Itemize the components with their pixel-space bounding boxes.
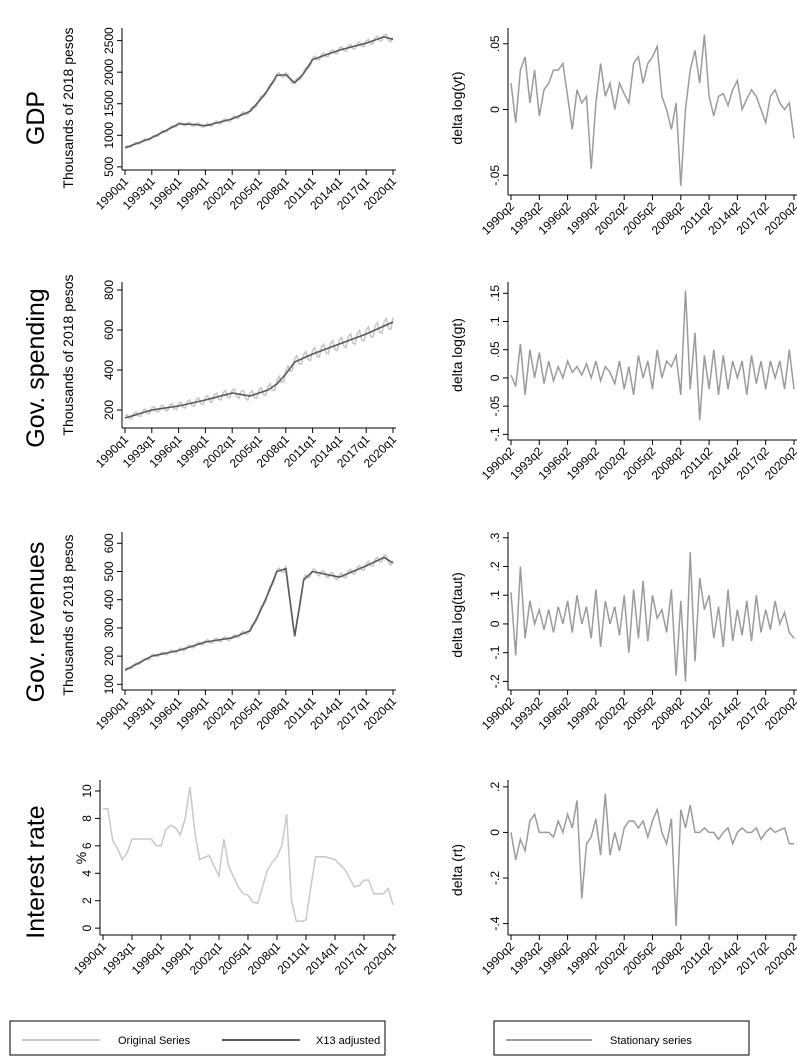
chart-panels: 50010001500200025001990q11993q11996q1199… <box>71 27 797 977</box>
y-tick-label: .2 <box>488 782 502 792</box>
y-tick-label: .05 <box>488 35 502 52</box>
y-tick-label: -.2 <box>488 674 502 688</box>
y-tick-label: 2000 <box>102 59 116 86</box>
row-title-interest-rate: Interest rate <box>22 805 50 938</box>
series-original-line <box>124 316 394 420</box>
y-tick-label: 1500 <box>102 90 116 117</box>
chart-panel-left-2: 2004006008001990q11993q11996q11999q12002… <box>93 280 399 471</box>
y-tick-label: .2 <box>488 561 502 571</box>
chart-panel-left-3: 1002003004005006001990q11993q11996q11999… <box>93 532 399 732</box>
chart-panel-left-4: 02468101990q11993q11996q11999q12002q1200… <box>71 780 399 977</box>
row-titles: GDP Gov. spending Gov. revenues Interest… <box>22 91 50 939</box>
y-tick-label: 4 <box>80 870 94 877</box>
row-title-gov-spending: Gov. spending <box>22 288 50 447</box>
y-tick-label: -.2 <box>488 871 502 885</box>
series-x13-line <box>124 556 394 672</box>
y-axis-label-gdp: Thousands of 2018 pesos <box>60 27 76 188</box>
y-tick-label: .1 <box>488 316 502 326</box>
y-tick-label: -.05 <box>488 165 502 186</box>
y-tick-label: 500 <box>102 157 116 177</box>
legend-right: Stationary series <box>493 1020 750 1056</box>
series-stationary-series-line <box>510 290 795 421</box>
y-tick-label: -.4 <box>488 916 502 930</box>
series-stationary-series-line <box>510 34 795 186</box>
y-tick-label: 300 <box>102 618 116 638</box>
series-original-line <box>124 33 394 148</box>
series-x13-line <box>124 35 394 149</box>
y-tick-label: -.1 <box>488 645 502 659</box>
y-tick-label: -.05 <box>488 395 502 416</box>
y-tick-label: .1 <box>488 590 502 600</box>
row-title-gdp: GDP <box>22 91 50 145</box>
y-tick-label: 600 <box>102 320 116 340</box>
y-tick-label: .15 <box>488 285 502 302</box>
left-y-axis-labels: Thousands of 2018 pesos Thousands of 201… <box>60 27 89 864</box>
y-axis-label-gov-spending: Thousands of 2018 pesos <box>60 274 76 435</box>
y-tick-label: 0 <box>80 924 94 931</box>
chart-panel-right-4: -.4-.20.21990q21993q21996q21999q22002q22… <box>479 780 797 977</box>
y-tick-label: 2 <box>80 897 94 904</box>
y-tick-label: 0 <box>488 620 502 627</box>
y-tick-label: 200 <box>102 400 116 420</box>
chart-panel-right-2: -.1-.050.05.1.151990q21993q21996q21999q2… <box>479 282 797 482</box>
y-tick-label: 800 <box>102 280 116 300</box>
y-axis-label-delta-yt: delta log(yt) <box>449 71 465 144</box>
y-tick-label: 0 <box>488 374 502 381</box>
legend-stationary-label: Stationary series <box>610 1035 692 1047</box>
y-axis-label-delta-taut: delta log(taut) <box>449 572 465 658</box>
legend-original-label: Original Series <box>118 1035 191 1047</box>
y-tick-label: 100 <box>102 674 116 694</box>
y-axis-label-delta-gt: delta log(gt) <box>449 318 465 392</box>
y-tick-label: .3 <box>488 532 502 542</box>
y-axis-label-gov-revenues: Thousands of 2018 pesos <box>60 534 76 695</box>
y-axis-label-delta-rt: delta (rt) <box>449 844 465 896</box>
y-tick-label: .05 <box>488 341 502 358</box>
y-tick-label: 400 <box>102 360 116 380</box>
y-tick-label: 2500 <box>102 27 116 54</box>
legend-left-box <box>9 1020 386 1056</box>
y-tick-label: 500 <box>102 561 116 581</box>
y-tick-label: 6 <box>80 842 94 849</box>
right-y-axis-labels: delta log(yt) delta log(gt) delta log(ta… <box>449 71 465 896</box>
y-tick-label: 0 <box>488 106 502 113</box>
y-tick-label: -.1 <box>488 427 502 441</box>
y-tick-label: 10 <box>80 784 94 798</box>
y-axis-label-interest-rate: % <box>73 852 89 864</box>
legend-left: Original Series X13 adjusted <box>9 1020 386 1056</box>
series-stationary-series-line <box>510 793 794 926</box>
legend-right-box <box>493 1020 750 1056</box>
y-tick-label: 400 <box>102 589 116 609</box>
y-tick-label: 0 <box>488 829 502 836</box>
y-tick-label: 8 <box>80 815 94 822</box>
series-stationary-series-line <box>510 552 795 682</box>
x-tick-label: 2008q1 <box>245 939 283 977</box>
y-tick-label: 1000 <box>102 122 116 149</box>
x-tick-label: 2020q1 <box>361 939 399 977</box>
legend-x13-label: X13 adjusted <box>316 1035 380 1047</box>
y-tick-label: 200 <box>102 646 116 666</box>
y-tick-label: 600 <box>102 533 116 553</box>
series-original-series-line <box>103 786 394 923</box>
chart-panel-right-1: -.050.051990q21993q21996q21999q22002q220… <box>479 28 797 237</box>
chart-panel-right-3: -.2-.10.1.2.31990q21993q21996q21999q2200… <box>479 532 797 732</box>
row-title-gov-revenues: Gov. revenues <box>22 542 50 703</box>
series-x13-line <box>124 321 394 419</box>
chart-panel-left-1: 50010001500200025001990q11993q11996q1199… <box>93 27 399 212</box>
